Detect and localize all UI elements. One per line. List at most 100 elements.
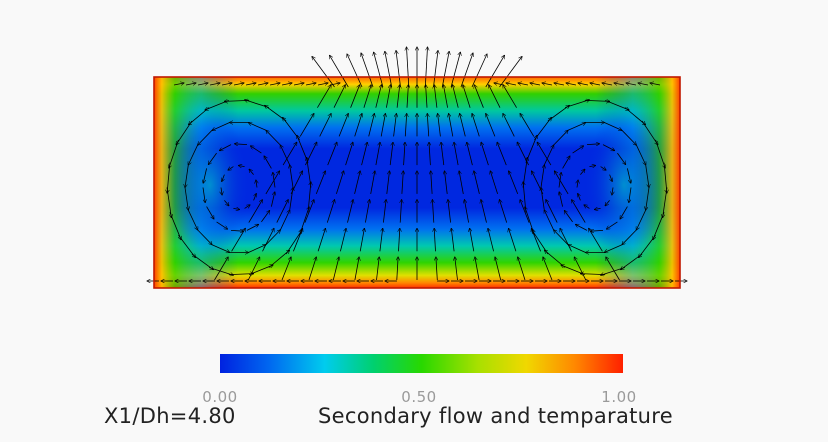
vector-arrow-icon — [375, 85, 382, 108]
vector-arrow-icon — [490, 171, 498, 195]
vector-arrow-icon — [509, 171, 519, 195]
vector-arrow-icon — [261, 210, 269, 223]
vector-arrow-icon — [523, 182, 527, 213]
vector-arrow-icon — [604, 122, 622, 131]
vector-arrow-icon — [396, 85, 400, 108]
vector-arrow-icon — [641, 120, 658, 145]
vector-arrow-icon — [449, 114, 454, 137]
vector-arrow-icon — [629, 187, 632, 203]
vector-arrow-icon — [520, 114, 535, 137]
vector-arrow-icon — [495, 257, 502, 281]
vector-arrow-icon — [315, 171, 325, 195]
vector-arrow-icon — [432, 200, 433, 223]
vector-arrow-icon — [184, 187, 188, 211]
vector-arrow-icon — [188, 144, 198, 165]
vector-arrow-icon — [663, 162, 667, 194]
vector-arrow-icon — [370, 171, 375, 194]
vector-arrow-icon — [434, 85, 438, 108]
vector-arrow-icon — [544, 210, 554, 231]
vector-arrow-icon — [574, 257, 587, 281]
colorbar-tick-max: 1.00 — [601, 388, 637, 406]
vector-arrow-icon — [361, 142, 368, 166]
location-caption: X1/Dh=4.80 — [104, 404, 236, 428]
vector-arrow-icon — [221, 187, 222, 196]
vector-arrow-icon — [375, 142, 380, 166]
vector-arrow-icon — [248, 123, 267, 131]
vector-arrow-icon — [554, 83, 565, 85]
vector-arrow-icon — [636, 144, 645, 165]
duct-wall — [153, 76, 681, 289]
vector-arrow-icon — [606, 221, 618, 229]
vector-arrow-icon — [424, 47, 427, 88]
vector-arrow-icon — [485, 55, 505, 88]
vector-arrow-icon — [564, 210, 573, 223]
vector-arrow-icon — [506, 83, 517, 85]
plot-title: Secondary flow and temparature — [318, 404, 673, 428]
vector-arrow-icon — [233, 83, 244, 85]
vector-arrow-icon — [399, 228, 400, 252]
vector-arrow-icon — [626, 83, 637, 85]
vector-arrow-icon — [448, 200, 451, 223]
vector-arrow-icon — [532, 230, 549, 255]
vector-arrow-icon — [271, 192, 274, 207]
vector-arrow-icon — [518, 83, 529, 85]
vector-arrow-icon — [203, 168, 207, 183]
vector-arrow-icon — [312, 57, 335, 88]
vector-arrow-icon — [222, 174, 225, 182]
vector-arrow-icon — [601, 267, 626, 276]
vector-arrow-icon — [606, 257, 620, 281]
vector-arrow-icon — [604, 244, 623, 253]
vector-arrow-icon — [441, 51, 449, 88]
vector-arrow-icon — [612, 187, 613, 196]
vector-arrow-icon — [266, 130, 281, 146]
vector-arrow-icon — [436, 257, 437, 281]
vector-arrow-icon — [534, 117, 551, 141]
vector-arrow-icon — [293, 83, 304, 85]
vector-arrow-icon — [540, 165, 544, 188]
vector-arrow-icon — [568, 245, 586, 253]
vector-arrow-icon — [546, 200, 558, 223]
vector-arrow-icon — [219, 144, 232, 151]
vector-arrow-icon — [445, 171, 448, 194]
vector-arrow-icon — [553, 130, 568, 146]
vector-arrow-icon — [561, 265, 585, 275]
vector-arrow-icon — [326, 200, 334, 223]
vector-arrow-icon — [575, 224, 588, 231]
vector-arrow-icon — [543, 145, 553, 166]
vector-arrow-icon — [327, 142, 337, 166]
vector-arrow-icon — [518, 257, 526, 281]
vector-arrow-icon — [427, 114, 428, 137]
secondary-flow-vectors — [147, 47, 687, 281]
vector-arrow-icon — [280, 145, 291, 166]
vector-arrow-icon — [646, 187, 650, 211]
vector-arrow-icon — [402, 171, 403, 194]
vector-arrow-icon — [202, 187, 205, 203]
vector-arrow-icon — [572, 200, 586, 223]
vector-arrow-icon — [209, 83, 220, 85]
vector-arrow-icon — [547, 105, 570, 122]
vector-arrow-icon — [246, 224, 259, 231]
vector-arrow-icon — [605, 100, 629, 110]
vector-arrow-icon — [380, 114, 385, 137]
vector-arrow-icon — [185, 83, 196, 85]
vector-arrow-icon — [541, 187, 545, 211]
vector-arrow-icon — [396, 51, 401, 88]
vector-arrow-icon — [354, 171, 361, 194]
vector-arrow-icon — [522, 157, 527, 188]
vector-arrow-icon — [567, 123, 586, 131]
vector-arrow-icon — [208, 152, 217, 165]
vector-arrow-icon — [319, 114, 331, 137]
vector-arrow-icon — [317, 228, 325, 252]
vector-arrow-icon — [354, 257, 359, 281]
vector-arrow-icon — [308, 257, 316, 281]
vector-arrow-icon — [441, 142, 445, 166]
vector-arrow-icon — [503, 85, 517, 108]
vector-arrow-icon — [257, 83, 268, 85]
vector-arrow-icon — [472, 114, 480, 137]
vector-arrow-icon — [544, 250, 566, 268]
vector-arrow-icon — [459, 171, 464, 194]
vector-arrow-icon — [525, 135, 537, 163]
vector-arrow-icon — [584, 205, 590, 209]
vector-arrow-icon — [317, 85, 331, 108]
